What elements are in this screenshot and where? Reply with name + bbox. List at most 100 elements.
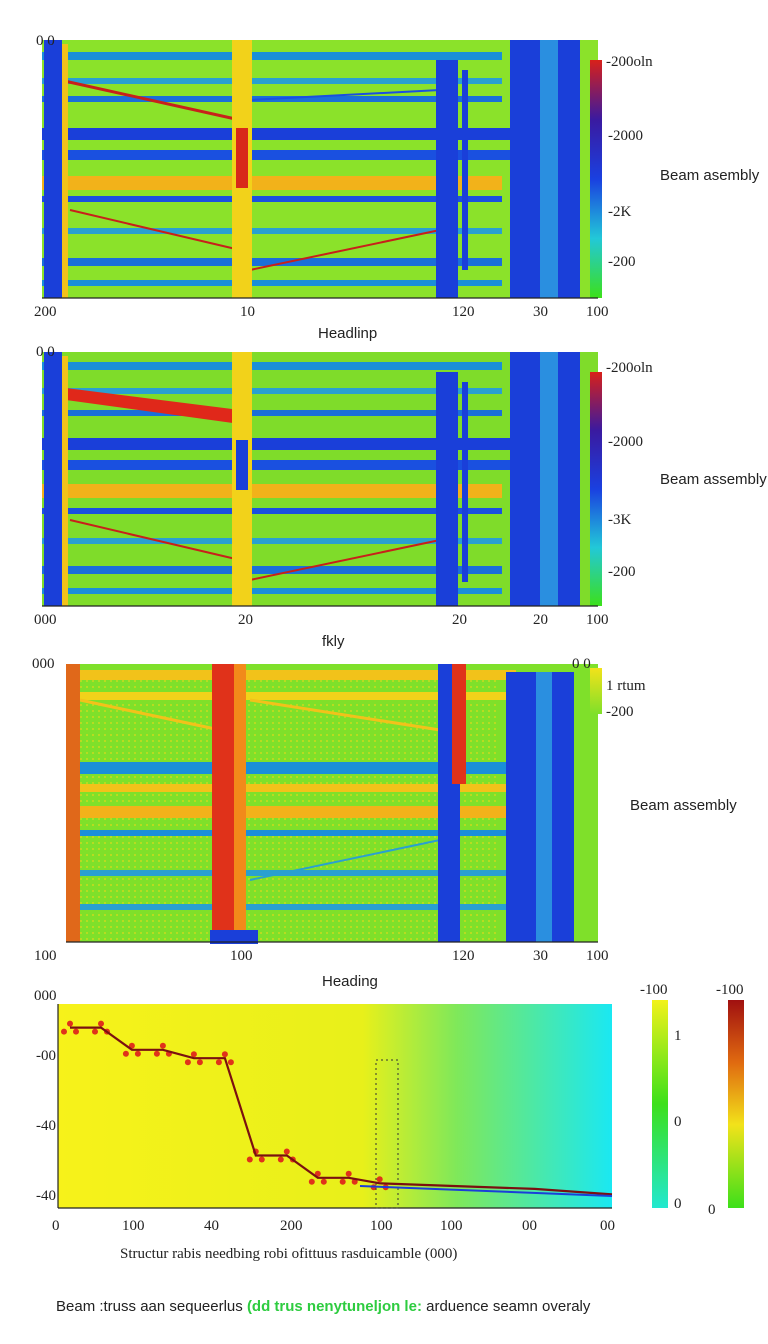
data-point [190, 1051, 197, 1058]
data-point [134, 1050, 141, 1057]
x-tick: 200 [280, 1218, 303, 1234]
colorbar-right [728, 1000, 744, 1208]
x-tick: 100 [440, 1218, 463, 1234]
panel-1-x-tick: 10 [240, 304, 255, 320]
colorbar-right-bottom: 0 [708, 1202, 716, 1218]
data-point [258, 1156, 265, 1163]
data-point [314, 1170, 321, 1177]
panel-2-colorbar [590, 372, 602, 606]
panel-1-side-label: Beam asembly [660, 167, 760, 184]
panel-2-x-ticks: 000 20 20 20 100 [34, 612, 609, 628]
data-point [184, 1059, 191, 1066]
panel-2-side-label: Beam assembly [660, 471, 767, 488]
data-point [339, 1178, 346, 1185]
colorbar-left-mid: 1 [674, 1028, 682, 1044]
data-point [308, 1178, 315, 1185]
panel-2-x-tick: 000 [34, 612, 57, 628]
panel-2-diagonal-braces [66, 388, 441, 581]
y-tick: -40 [36, 1188, 56, 1204]
panel-2-colorbar-tick: -3K [608, 512, 631, 528]
panel-1-x-tick: 200 [34, 304, 57, 320]
line-chart-panel: 000 -00 -40 -40 0 100 40 200 100 100 00 … [34, 982, 744, 1262]
panel-3-colorbar-ticks: 1 rtum -200 [606, 678, 646, 720]
caption-highlight: (dd trus nenytuneljon le: [246, 1298, 422, 1315]
panel-1-x-ticks: 200 10 120 30 100 [34, 304, 609, 320]
panel-3-x-tick: 100 [34, 948, 57, 964]
trend-line [359, 1185, 613, 1197]
panel-1-colorbar-tick: -2K [608, 204, 631, 220]
data-point [73, 1028, 79, 1035]
data-point [153, 1050, 160, 1057]
panel-1-vertical-columns [44, 40, 580, 298]
data-point [351, 1178, 358, 1185]
data-point [122, 1050, 129, 1057]
panel-3-colorbar [590, 668, 602, 714]
panel-3-colorbar-tick: 1 rtum [606, 678, 646, 694]
data-point [376, 1176, 383, 1183]
data-point [283, 1148, 290, 1155]
panel-2-x-label: fkly [322, 633, 345, 650]
panel-1-diagonal-braces [59, 78, 441, 271]
colorbar-left-bottom: 0 [674, 1196, 682, 1212]
panel-3-corner-label: 000 [32, 656, 55, 672]
x-axis-label: Structur rabis needbing robi ofittuus ra… [120, 1246, 457, 1262]
data-point [246, 1156, 253, 1163]
x-tick: 00 [522, 1218, 537, 1234]
panel-1-x-label: Headlinp [318, 325, 377, 342]
panel-1-colorbar-tick: -200 [608, 254, 636, 270]
panel-2-background [42, 352, 598, 606]
panel-2-vertical-columns [44, 352, 580, 606]
panel-3-colorbar-tick: -200 [606, 704, 634, 720]
panel-2-colorbar-tick: -2000 [608, 434, 643, 450]
panel-3-x-ticks: 100 100 120 30 100 [34, 948, 609, 964]
data-point [67, 1020, 73, 1027]
panel-1-colorbar-tick: -2000 [608, 128, 643, 144]
series-line [70, 1026, 613, 1196]
panel-1-colorbar-ticks: -200oln -2000 -2K -200 [606, 54, 653, 270]
panel-1-colorbar-tick: -200oln [606, 54, 653, 70]
panel-3-x-label: Heading [322, 973, 378, 990]
panel-2-x-tick: 20 [452, 612, 467, 628]
data-point [320, 1178, 327, 1185]
beam-panel-2: 0 0 000 20 20 20 100 fkly Beam assembly … [34, 344, 767, 650]
data-point [92, 1028, 98, 1035]
colorbar-left [652, 1000, 668, 1208]
panel-1-colorbar [590, 60, 602, 298]
panel-3-side-label: Beam assembly [630, 797, 737, 814]
data-point [98, 1020, 104, 1027]
panel-3-corner-label-right: 0 0 [572, 656, 591, 672]
highlight-box [375, 1059, 399, 1209]
data-point [345, 1170, 352, 1177]
panel-2-x-tick: 100 [586, 612, 609, 628]
data-point [196, 1059, 203, 1066]
plot-area [58, 1004, 612, 1208]
x-tick: 100 [122, 1218, 145, 1234]
data-point [128, 1042, 135, 1049]
y-tick: 000 [34, 988, 57, 1004]
panel-3-vertical-columns [66, 664, 574, 944]
panel-1-corner-label: 0 0 [36, 33, 55, 49]
panel-2-colorbar-tick: -200oln [606, 360, 653, 376]
caption-text: Beam :truss aan sequeerlus [56, 1298, 247, 1315]
data-point [221, 1051, 228, 1058]
x-tick: 0 [52, 1218, 60, 1234]
data-point [159, 1042, 166, 1049]
panel-3-x-tick: 100 [586, 948, 609, 964]
beam-panel-1: 0 0 200 10 120 30 100 Headlinp Beam asem… [34, 33, 760, 342]
colorbar-left-low: 0 [674, 1114, 682, 1130]
data-point [277, 1156, 284, 1163]
x-ticks: 0 100 40 200 100 100 00 00 [52, 1218, 615, 1234]
panel-2-x-tick: 20 [533, 612, 548, 628]
panel-1-x-tick: 120 [452, 304, 475, 320]
panel-3-horizontal-beams [66, 670, 516, 910]
x-tick: 40 [204, 1218, 219, 1234]
colorbar-right-top: -100 [716, 982, 744, 998]
panel-3-x-tick: 100 [230, 948, 253, 964]
beam-panel-3: 000 0 0 100 100 120 30 100 Heading Beam … [32, 656, 737, 990]
y-ticks: 000 -00 -40 -40 [34, 988, 57, 1204]
panel-1-x-tick: 100 [586, 304, 609, 320]
panel-2-colorbar-tick: -200 [608, 564, 636, 580]
y-tick: -00 [36, 1048, 56, 1064]
panel-2-corner-label: 0 0 [36, 344, 55, 360]
